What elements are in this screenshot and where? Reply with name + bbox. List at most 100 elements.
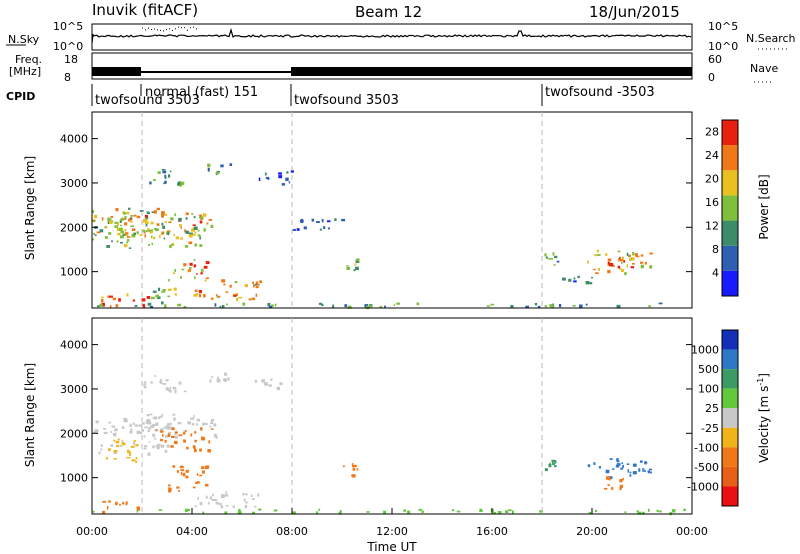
power-cell (649, 252, 653, 255)
velocity-cell (551, 460, 554, 464)
nsky-label: N.Sky (8, 33, 40, 46)
velocity-cell (356, 468, 359, 471)
power-cell (640, 264, 645, 269)
velocity-cell (190, 433, 193, 437)
velocity-cell (619, 479, 623, 483)
power-cell (346, 266, 351, 270)
velocity-cell (111, 425, 116, 428)
velocity-cell (191, 423, 195, 426)
power-cell (161, 211, 165, 215)
velocity-cell (144, 426, 148, 429)
velocity-cell (174, 390, 177, 394)
velocity-colorbar-tick: -25 (701, 422, 719, 435)
power-cell (157, 296, 161, 300)
velocity-cell (92, 510, 95, 513)
power-cell (109, 220, 113, 224)
power-cell (355, 259, 360, 263)
power-cell (141, 298, 146, 302)
power-cell (112, 297, 116, 301)
velocity-cell (169, 487, 172, 491)
power-cell (267, 177, 270, 180)
power-cell (303, 226, 307, 230)
power-colorbar-tick: 20 (705, 173, 719, 186)
power-cell (210, 224, 214, 228)
power-cell (216, 170, 220, 173)
power-cell (185, 232, 190, 234)
power-cell (486, 305, 491, 307)
power-cell (607, 269, 611, 274)
velocity-cell (232, 505, 235, 508)
power-cell (114, 225, 119, 228)
velocity-cell (196, 423, 198, 426)
power-cell (104, 236, 108, 239)
velocity-cell (163, 426, 166, 429)
freq-block-1 (92, 67, 141, 76)
power-cell (127, 218, 131, 222)
velocity-cell (195, 481, 199, 484)
power-cell (189, 267, 192, 270)
velocity-cell (108, 500, 111, 503)
nave-tick-low: 0 (708, 71, 715, 84)
velocity-cell (629, 474, 632, 477)
power-cell (132, 228, 136, 231)
power-cell (366, 305, 370, 310)
power-cell (167, 295, 171, 298)
power-cell (206, 222, 209, 225)
velocity-cell (115, 501, 118, 506)
power-cell (169, 170, 172, 173)
velocity-cell (627, 469, 630, 473)
velocity-cell (143, 435, 146, 438)
power-cell (192, 224, 196, 227)
velocity-cell (554, 460, 557, 464)
velocity-cell (172, 465, 176, 468)
velocity-cell (632, 471, 637, 475)
velocity-cell (215, 499, 218, 501)
velocity-cell (158, 416, 161, 420)
velocity-cell (193, 415, 195, 418)
freq-panel-frame (91, 52, 693, 80)
power-cell (161, 231, 163, 234)
velocity-colorbar-label: Velocity [m s-1] (756, 373, 771, 463)
velocity-cell (169, 422, 172, 426)
velocity-cell (176, 470, 179, 473)
velocity-cell (276, 386, 280, 391)
power-cell (109, 305, 112, 309)
power-cell (334, 218, 337, 221)
power-panel-frame (91, 111, 693, 309)
velocity-cell (194, 431, 197, 434)
power-cell (92, 210, 94, 213)
power-cell (354, 263, 357, 266)
power-cell (175, 236, 180, 240)
velocity-cell (187, 508, 190, 511)
velocity-cell (407, 510, 411, 514)
power-cell (545, 256, 548, 259)
velocity-cell (98, 451, 101, 455)
power-cell (353, 269, 356, 272)
velocity-cell (621, 462, 624, 464)
power-cell (193, 264, 197, 268)
velocity-cell (173, 417, 176, 421)
power-cell (161, 291, 165, 293)
velocity-cell (629, 471, 632, 474)
velocity-cell (133, 441, 135, 446)
velocity-cell (153, 416, 157, 420)
xtick-label: 00:00 (76, 525, 108, 538)
power-cell (617, 265, 621, 269)
velocity-cell (212, 493, 215, 497)
power-cell (347, 305, 352, 309)
power-cell (547, 257, 550, 260)
station-title: Inuvik (fitACF) (92, 1, 198, 19)
power-cell (585, 281, 590, 285)
nsky-series-line (91, 27, 692, 44)
power-cell (573, 277, 576, 280)
power-cell (164, 221, 167, 223)
velocity-cell (161, 445, 165, 448)
velocity-cell (243, 498, 246, 502)
velocity-colorbar-band (722, 330, 738, 350)
power-cell (120, 235, 124, 239)
velocity-cell (225, 505, 229, 507)
power-cell (225, 291, 229, 293)
power-cell (562, 277, 566, 281)
velocity-cell (129, 431, 133, 434)
power-colorbar-tick: 4 (712, 267, 719, 280)
